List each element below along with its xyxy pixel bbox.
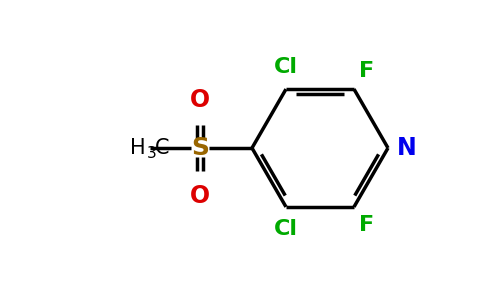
Text: F: F [359,215,374,235]
Text: S: S [191,136,209,160]
Text: O: O [190,88,210,112]
Text: C: C [155,138,169,158]
Text: O: O [190,184,210,208]
Text: Cl: Cl [274,57,298,77]
Text: 3: 3 [147,146,157,160]
Text: Cl: Cl [274,219,298,239]
Text: N: N [397,136,417,160]
Text: H: H [130,138,146,158]
Text: F: F [359,61,374,81]
